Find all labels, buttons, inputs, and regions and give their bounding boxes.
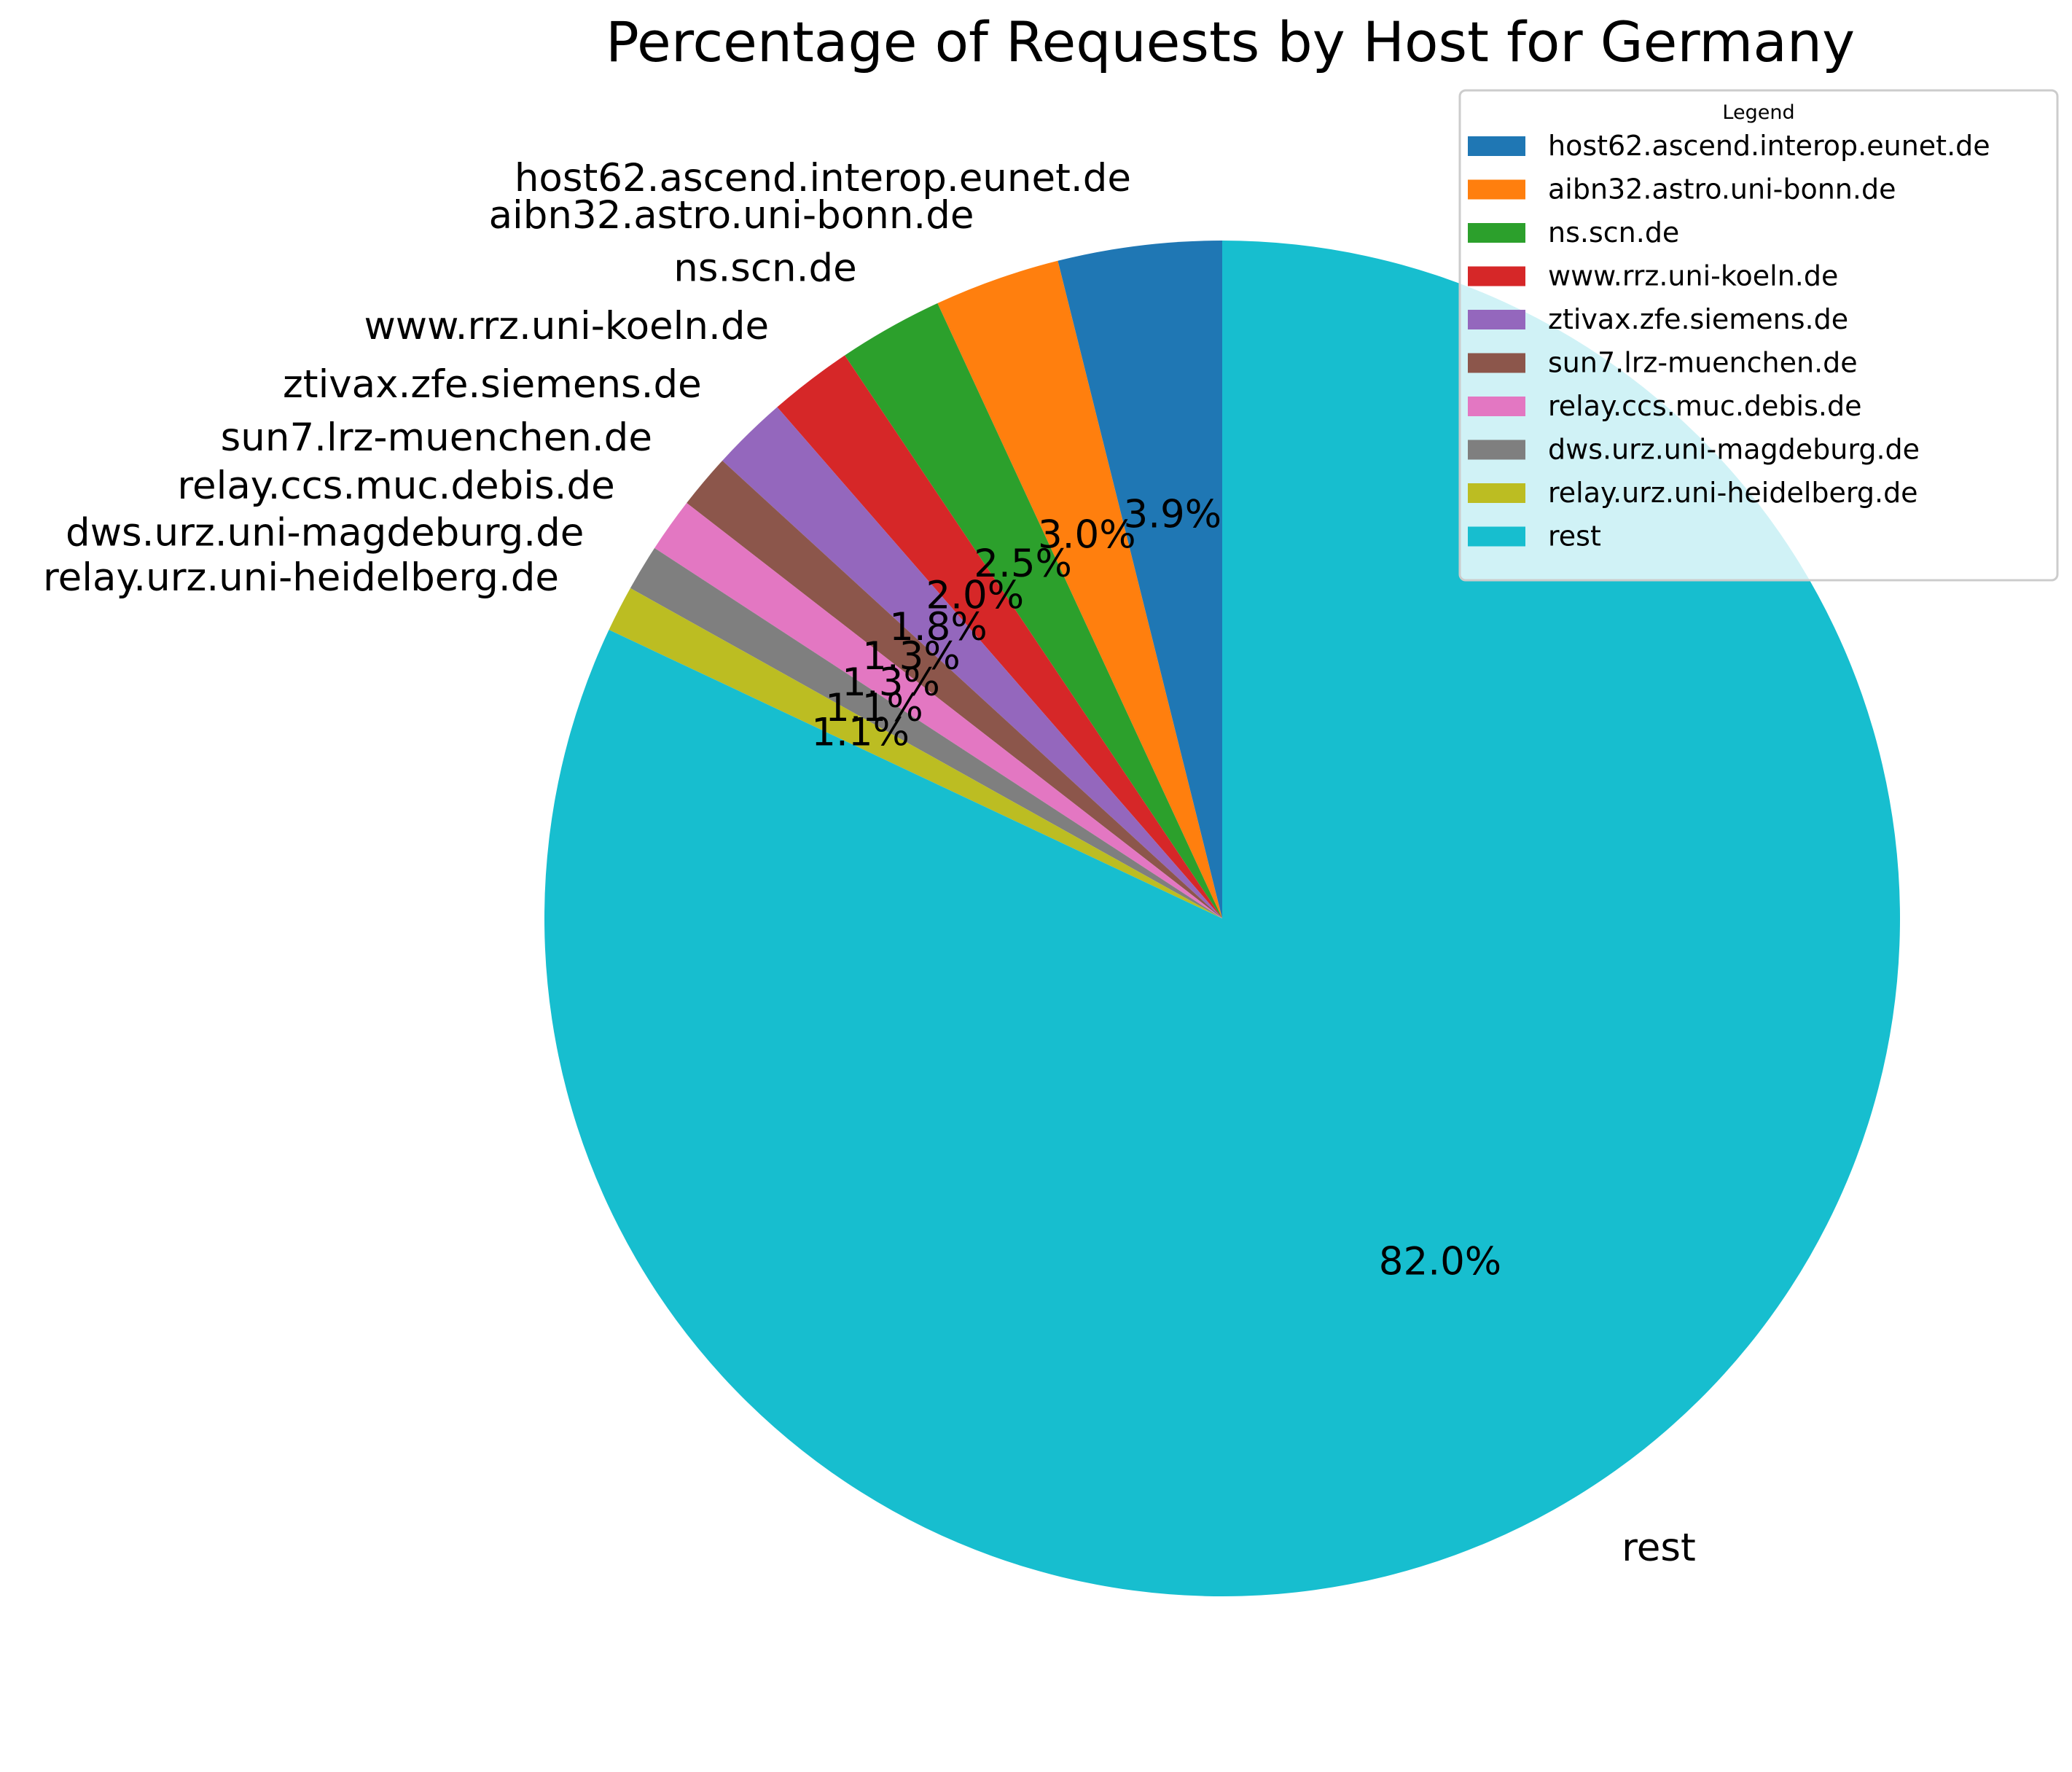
legend-box [1458, 89, 2059, 582]
slice-label-host62-ascend-interop-eunet-de: host62.ascend.interop.eunet.de [515, 156, 1131, 200]
legend-label-rest: rest [1548, 520, 1601, 553]
legend-items: host62.ascend.interop.eunet.de aibn32.ast… [1468, 130, 1990, 553]
percent-label-relay-urz-uni-heidelberg-de: 1.1% [811, 711, 910, 755]
percent-label-dws-urz-uni-magdeburg-de: 1.1% [825, 686, 923, 730]
slice-dws-urz-uni-magdeburg-de [630, 547, 1222, 918]
legend-label-sun7-lrz-muenchen-de: sun7.lrz-muenchen.de [1548, 347, 1858, 379]
legend-swatch-ztivax-zfe-siemens-de [1468, 310, 1525, 329]
slice-ns-scn-de [845, 303, 1222, 918]
legend-label-ns-scn-de: ns.scn.de [1548, 216, 1679, 249]
slice-www-rrz-uni-koeln-de [777, 355, 1222, 919]
percent-label-rest: 82.0% [1379, 1240, 1501, 1284]
slice-sun7-lrz-muenchen-de [687, 460, 1222, 918]
slice-ztivax-zfe-siemens-de [722, 407, 1222, 918]
percent-label-www-rrz-uni-koeln-de: 2.0% [926, 573, 1024, 617]
legend-swatch-rest [1468, 526, 1525, 547]
legend-swatch-relay-ccs-muc-debis-de [1468, 397, 1525, 416]
slice-host62-ascend-interop-eunet-de [1057, 241, 1222, 918]
legend-label-relay-urz-uni-heidelberg-de: relay.urz.uni-heidelberg.de [1548, 477, 1918, 509]
percent-label-aibn32-astro-uni-bonn-de: 3.0% [1038, 512, 1136, 557]
chart-title: Percentage of Requests by Host for Germa… [606, 9, 1855, 74]
slice-label-aibn32-astro-uni-bonn-de: aibn32.astro.uni-bonn.de [489, 193, 974, 238]
slice-label-relay-ccs-muc-debis-de: relay.ccs.muc.debis.de [177, 464, 614, 508]
legend-swatch-aibn32-astro-uni-bonn-de [1468, 179, 1525, 200]
slice-label-rest: rest [1622, 1526, 1696, 1570]
slice-aibn32-astro-uni-bonn-de [937, 260, 1222, 919]
slice-label-ns-scn-de: ns.scn.de [673, 246, 857, 291]
percent-label-sun7-lrz-muenchen-de: 1.3% [862, 634, 961, 679]
legend-title: Legend [1722, 101, 1794, 124]
legend-swatch-host62-ascend-interop-eunet-de [1468, 136, 1525, 156]
legend-swatch-www-rrz-uni-koeln-de [1468, 266, 1525, 286]
legend: Legend host62.ascend.interop.eunet.de aib… [1458, 89, 2059, 582]
legend-label-aibn32-astro-uni-bonn-de: aibn32.astro.uni-bonn.de [1548, 173, 1896, 206]
slice-label-sun7-lrz-muenchen-de: sun7.lrz-muenchen.de [221, 415, 652, 460]
slice-label-www-rrz-uni-koeln-de: www.rrz.uni-koeln.de [364, 304, 769, 348]
percent-label-ztivax-zfe-siemens-de: 1.8% [889, 605, 988, 649]
slice-label-relay-urz-uni-heidelberg-de: relay.urz.uni-heidelberg.de [43, 555, 559, 600]
legend-swatch-dws-urz-uni-magdeburg-de [1468, 440, 1525, 460]
slice-labels: host62.ascend.interop.eunet.deaibn32.ast… [43, 156, 1696, 1570]
percent-label-relay-ccs-muc-debis-de: 1.3% [842, 660, 940, 705]
slice-label-ztivax-zfe-siemens-de: ztivax.zfe.siemens.de [283, 362, 702, 407]
slice-label-dws-urz-uni-magdeburg-de: dws.urz.uni-magdeburg.de [66, 510, 584, 555]
legend-swatch-ns-scn-de [1468, 223, 1525, 243]
slice-relay-urz-uni-heidelberg-de [609, 588, 1222, 918]
legend-label-relay-ccs-muc-debis-de: relay.ccs.muc.debis.de [1548, 390, 1861, 422]
percent-labels: 3.9%3.0%2.5%2.0%1.8%1.3%1.3%1.1%1.1%82.0… [811, 493, 1501, 1284]
legend-label-dws-urz-uni-magdeburg-de: dws.urz.uni-magdeburg.de [1548, 434, 1920, 466]
legend-swatch-relay-urz-uni-heidelberg-de [1468, 483, 1525, 503]
percent-label-host62-ascend-interop-eunet-de: 3.9% [1123, 493, 1221, 537]
legend-swatch-sun7-lrz-muenchen-de [1468, 353, 1525, 373]
legend-label-ztivax-zfe-siemens-de: ztivax.zfe.siemens.de [1548, 303, 1848, 335]
percent-label-ns-scn-de: 2.5% [974, 542, 1072, 586]
slice-relay-ccs-muc-debis-de [654, 502, 1222, 918]
legend-label-www-rrz-uni-koeln-de: www.rrz.uni-koeln.de [1548, 260, 1838, 292]
legend-label-host62-ascend-interop-eunet-de: host62.ascend.interop.eunet.de [1548, 130, 1990, 162]
